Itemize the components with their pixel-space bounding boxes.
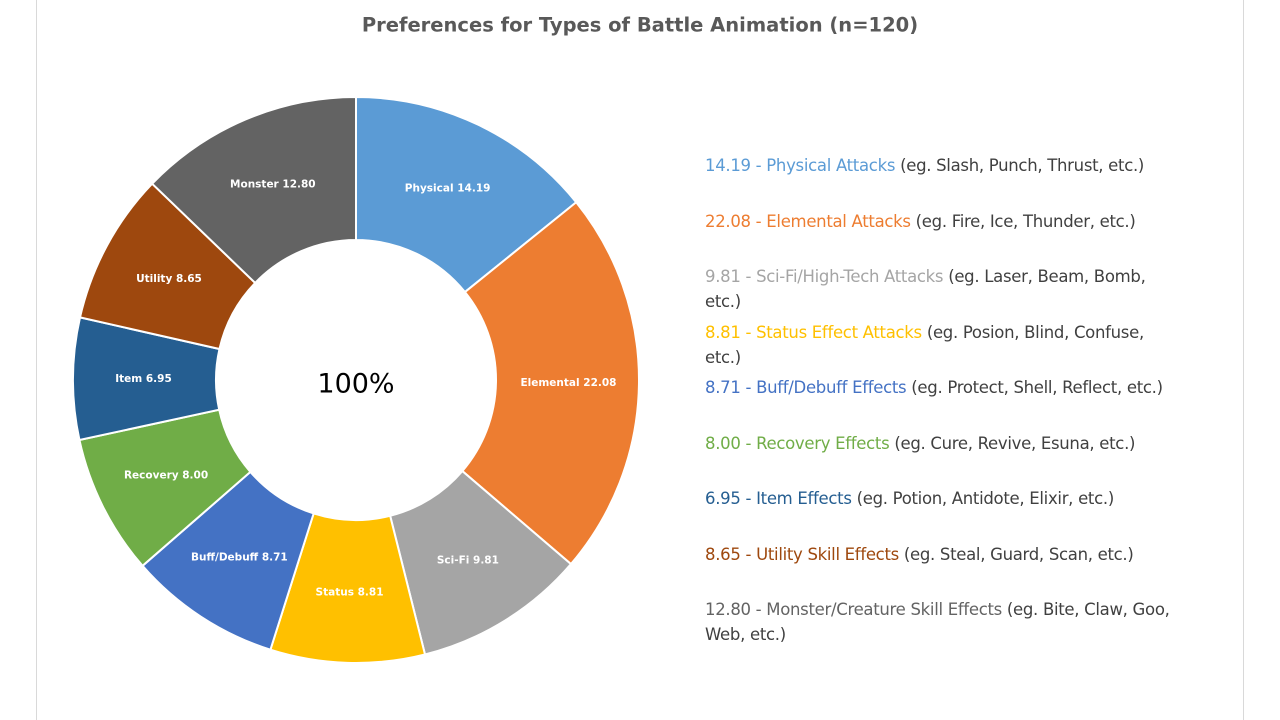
legend-label: 8.00 - Recovery Effects — [705, 433, 890, 453]
legend-note: (eg. Steal, Guard, Scan, etc.) — [903, 544, 1134, 564]
legend-label: 8.81 - Status Effect Attacks — [705, 322, 922, 342]
legend-label: 8.71 - Buff/Debuff Effects — [705, 378, 907, 397]
slice-label: Item 6.95 — [115, 373, 172, 385]
slice-label: Elemental 22.08 — [520, 377, 616, 389]
center-label: 100% — [317, 369, 394, 400]
legend-note: (eg. Fire, Ice, Thunder, etc.) — [915, 211, 1136, 231]
slice — [150, 95, 357, 285]
slice-label: Buff/Debuff 8.71 — [191, 552, 288, 564]
legend-note: (eg. Slash, Punch, Thrust, etc.) — [900, 156, 1145, 175]
legend-label: 9.81 - Sci-Fi/High-Tech Attacks — [705, 267, 944, 286]
legend-item: 8.00 - Recovery Effects (eg. Cure, Reviv… — [705, 431, 1180, 487]
legend-label: 22.08 - Elemental Attacks — [705, 211, 911, 231]
legend: 14.19 - Physical Attacks (eg. Slash, Pun… — [705, 153, 1180, 653]
legend-item: 14.19 - Physical Attacks (eg. Slash, Pun… — [705, 153, 1180, 209]
slice-label: Sci-Fi 9.81 — [437, 555, 499, 567]
slice — [460, 200, 640, 566]
slice-label: Physical 14.19 — [405, 182, 491, 194]
legend-note: (eg. Cure, Revive, Esuna, etc.) — [894, 433, 1136, 453]
legend-label: 8.65 - Utility Skill Effects — [705, 544, 899, 564]
legend-label: 6.95 - Item Effects — [705, 489, 852, 508]
slice-label: Status 8.81 — [316, 586, 384, 598]
legend-note: (eg. Protect, Shell, Reflect, etc.) — [911, 378, 1163, 397]
legend-label: 12.80 - Monster/Creature Skill Effects — [705, 600, 1002, 619]
legend-note: (eg. Posion, Blind, Confuse, etc.) — [705, 322, 1144, 367]
legend-label: 14.19 - Physical Attacks — [705, 156, 896, 175]
legend-note: (eg. Potion, Antidote, Elixir, etc.) — [856, 489, 1115, 508]
legend-note: (eg. Bite, Claw, Goo, Web, etc.) — [705, 600, 1170, 644]
slice-label: Monster 12.80 — [230, 178, 316, 190]
legend-item: 6.95 - Item Effects (eg. Potion, Antidot… — [705, 486, 1180, 542]
legend-item: 8.71 - Buff/Debuff Effects (eg. Protect,… — [705, 375, 1180, 431]
chart-title: Preferences for Types of Battle Animatio… — [362, 14, 918, 37]
legend-item: 8.81 - Status Effect Attacks (eg. Posion… — [705, 320, 1180, 376]
slice-label: Utility 8.65 — [136, 273, 202, 285]
slices — [72, 95, 640, 664]
legend-item: 8.65 - Utility Skill Effects (eg. Steal,… — [705, 542, 1180, 598]
slice — [355, 95, 578, 294]
legend-item: 12.80 - Monster/Creature Skill Effects (… — [705, 597, 1180, 653]
slice-label: Recovery 8.00 — [124, 469, 208, 481]
legend-item: 22.08 - Elemental Attacks (eg. Fire, Ice… — [705, 209, 1180, 265]
legend-note: (eg. Laser, Beam, Bomb, etc.) — [705, 267, 1146, 311]
legend-item: 9.81 - Sci-Fi/High-Tech Attacks (eg. Las… — [705, 264, 1180, 320]
